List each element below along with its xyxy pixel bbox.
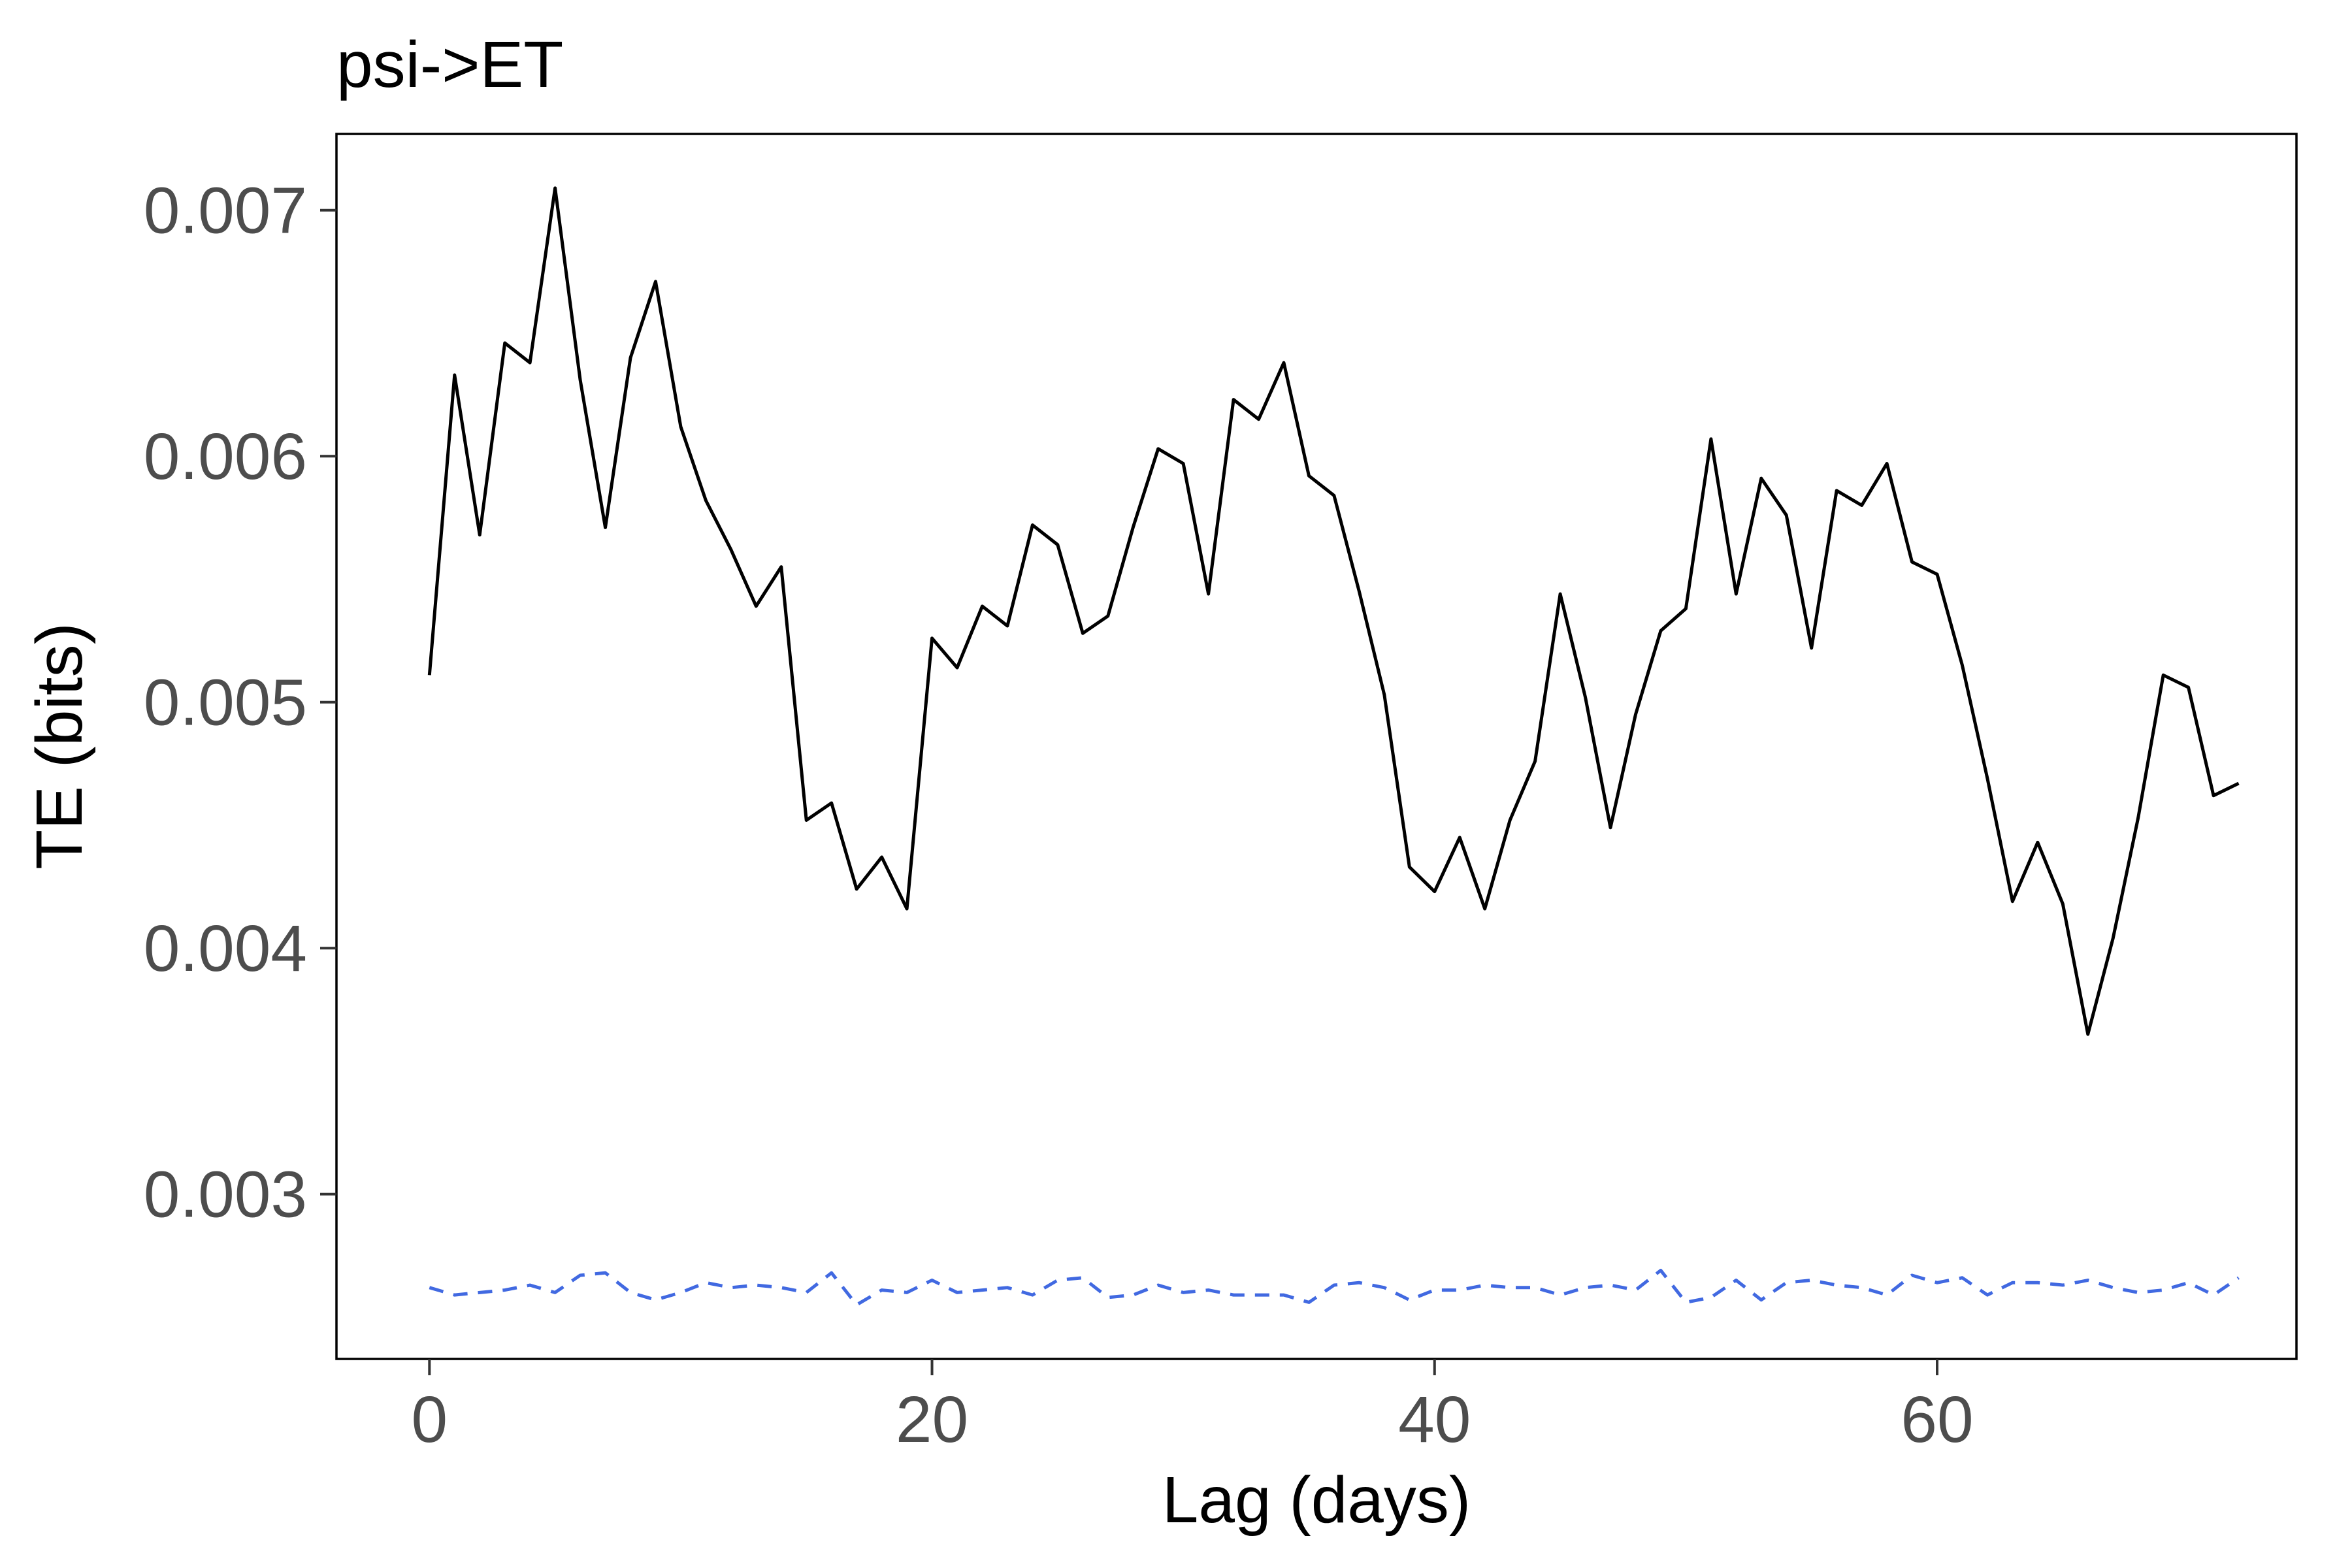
series-line-dashed [429,1268,2240,1307]
chart-title: psi->ET [336,28,563,101]
y-tick-label: 0.005 [144,666,307,740]
y-axis: 0.003 0.004 0.005 0.006 0.007 [144,174,336,1232]
series-line-solid [427,186,2240,1036]
x-tick-label: 40 [1398,1383,1471,1456]
x-axis-title: Lag (days) [1162,1463,1471,1537]
y-tick-label: 0.006 [144,420,307,493]
x-tick-label: 20 [896,1383,968,1456]
series-layer [427,186,2240,1307]
y-tick-label: 0.003 [144,1158,307,1232]
x-tick-label: 0 [411,1383,448,1456]
x-axis: 0 20 40 60 [411,1359,1974,1456]
y-axis-title: TE (bits) [23,623,96,870]
y-tick-label: 0.007 [144,174,307,248]
x-tick-label: 60 [1901,1383,1973,1456]
plot-panel [335,133,2298,1360]
y-tick-label: 0.004 [144,912,307,985]
